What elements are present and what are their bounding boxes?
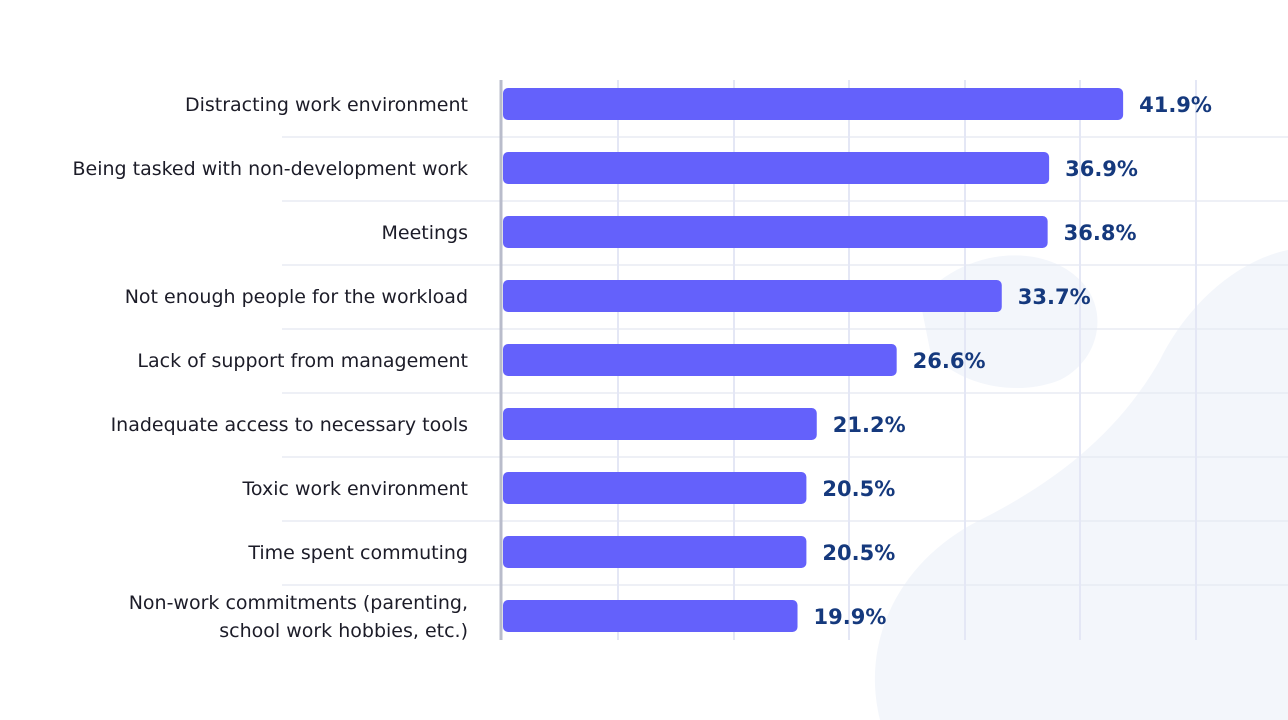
bars bbox=[503, 88, 1124, 632]
bar bbox=[503, 472, 807, 504]
value-label: 33.7% bbox=[1018, 285, 1091, 309]
value-label: 19.9% bbox=[814, 605, 887, 629]
category-label: Being tasked with non-development work bbox=[72, 158, 468, 180]
value-label: 20.5% bbox=[822, 477, 895, 501]
bar bbox=[503, 88, 1124, 120]
value-labels: 41.9% 36.9% 36.8% 33.7% 26.6% 21.2% 20.5% 20.5%… bbox=[814, 93, 1212, 629]
category-label: Not enough people for the workload bbox=[125, 286, 468, 308]
bar bbox=[503, 600, 798, 632]
bar bbox=[503, 152, 1050, 184]
value-label: 26.6% bbox=[913, 349, 986, 373]
category-label: Toxic work environment bbox=[242, 478, 468, 500]
background-shape bbox=[874, 250, 1288, 720]
category-label: Distracting work environment bbox=[185, 94, 468, 116]
bar bbox=[503, 344, 897, 376]
background-decoration bbox=[874, 250, 1288, 720]
bar bbox=[503, 536, 807, 568]
value-label: 20.5% bbox=[822, 541, 895, 565]
value-label: 36.8% bbox=[1064, 221, 1137, 245]
category-labels: Distracting work environment Being tasked… bbox=[72, 94, 468, 642]
bar bbox=[503, 408, 817, 440]
category-label: Non-work commitments (parenting, school w… bbox=[129, 592, 468, 642]
category-label: Time spent commuting bbox=[247, 542, 468, 564]
category-label: Lack of support from management bbox=[137, 350, 468, 372]
category-label: Inadequate access to necessary tools bbox=[111, 414, 468, 436]
value-label: 41.9% bbox=[1139, 93, 1212, 117]
bar bbox=[503, 216, 1048, 248]
value-label: 21.2% bbox=[833, 413, 906, 437]
bar bbox=[503, 280, 1002, 312]
category-label: Meetings bbox=[381, 222, 468, 244]
value-label: 36.9% bbox=[1065, 157, 1138, 181]
